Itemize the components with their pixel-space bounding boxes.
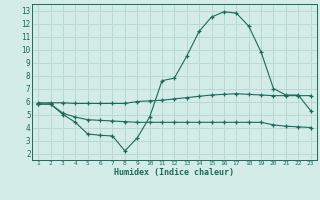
X-axis label: Humidex (Indice chaleur): Humidex (Indice chaleur) (115, 168, 234, 177)
